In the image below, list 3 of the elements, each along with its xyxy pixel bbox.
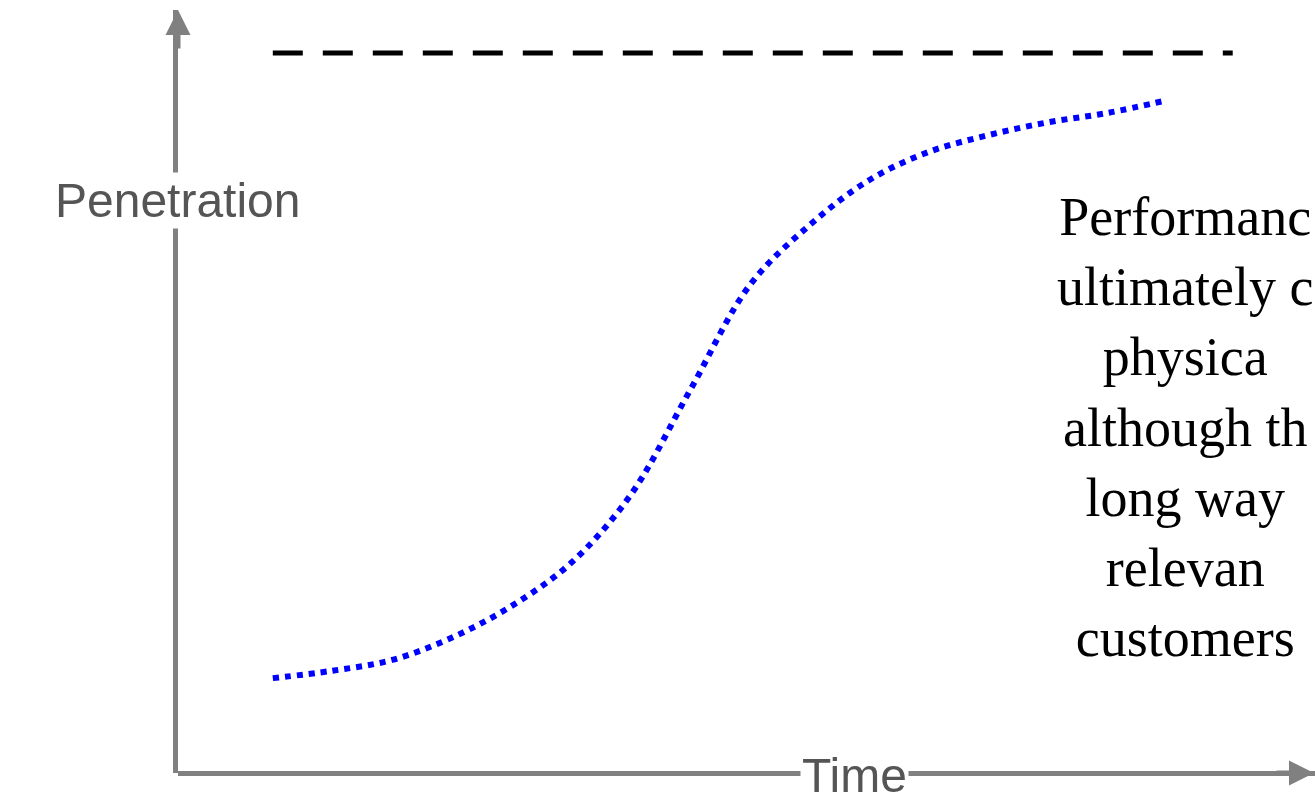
x-axis-title: Time <box>802 749 907 800</box>
annotation: Performanc ultimately c physica although th long way relevan customers <box>1057 187 1314 669</box>
y-axis-title: Penetration <box>55 174 301 227</box>
